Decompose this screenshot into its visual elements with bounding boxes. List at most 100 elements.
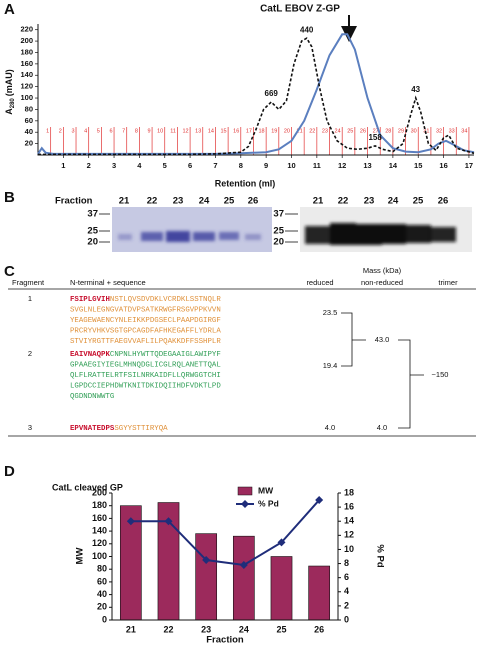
fraction-label: 28	[385, 128, 391, 134]
y-tick-label: 200	[20, 36, 33, 45]
pd-marker	[164, 517, 173, 526]
lane-label: 24	[199, 196, 210, 207]
lane-label: 26	[248, 196, 259, 207]
fraction-label: 4	[84, 128, 87, 134]
lane-label: 23	[364, 196, 375, 207]
lane-label: 22	[338, 196, 349, 207]
x-tick-label: 8	[239, 161, 243, 170]
y-tick-label: 180	[92, 500, 107, 510]
fraction-label: 33	[449, 128, 455, 134]
x-tick-label: 14	[389, 161, 398, 170]
y-tick-label: 160	[20, 59, 33, 68]
fragment-number: 2	[28, 349, 32, 358]
fraction-label: 2	[59, 128, 62, 134]
lane-label: 21	[119, 196, 130, 207]
sequence: CNPNLHYWTTQDEGAAIGLAWIPYF	[110, 351, 221, 359]
y-tick-label: 120	[92, 538, 107, 548]
y2-tick-label: 18	[344, 487, 354, 497]
sequence: SGYYSTTIRYQA	[114, 425, 168, 433]
sequence-line: FSIPLGVIHNSTLQVSDVDKLVCRDKLSSTNQLR	[70, 296, 221, 304]
sequence-line: QGDNDNWWTG	[70, 393, 114, 401]
header: non-reduced	[361, 278, 403, 287]
annotation: 440	[300, 25, 314, 34]
marker-label: 37	[87, 209, 98, 220]
lane-label: 24	[388, 196, 399, 207]
fraction-label: 8	[135, 128, 138, 134]
lane-label: 25	[224, 196, 235, 207]
y-tick-label: 220	[20, 25, 33, 34]
bar	[195, 533, 218, 621]
pd-marker	[315, 496, 324, 505]
fraction-label: 30	[411, 128, 417, 134]
fraction-label: 7	[122, 128, 125, 134]
sequence-line: LGPDCCIEPHDWTKNITDKIDQIIHDFVDKTLPD	[70, 382, 221, 390]
mass-reduced: 19.4	[323, 361, 338, 370]
gel-right-bands	[305, 223, 456, 245]
x-tick-label: 15	[414, 161, 422, 170]
sequence-line: STVIYRGTTFAEGVVAFLILPQAKKDFFSSHPLR	[70, 338, 221, 346]
x-tick-label: 9	[264, 161, 268, 170]
fraction-label: 1	[46, 128, 49, 134]
pd-marker	[277, 538, 286, 547]
gel-fraction-label: Fraction	[55, 196, 93, 207]
lane-label: 23	[173, 196, 184, 207]
sequence: YEAGEWAENCYNLEIKKPDGSECLPAAPDGIRGF	[70, 317, 221, 325]
fraction-label: 16	[233, 128, 239, 134]
fraction-label: 20	[284, 128, 290, 134]
fraction-label: 6	[109, 128, 112, 134]
x-tick-label: 1	[61, 161, 65, 170]
x-tick-label: 12	[338, 161, 346, 170]
x-tick-label: 3	[112, 161, 116, 170]
fraction-label: 25	[347, 128, 353, 134]
y2-tick-label: 4	[344, 586, 349, 596]
bar	[232, 535, 255, 621]
annotation: 43	[411, 85, 420, 94]
y-tick-label: 20	[97, 602, 107, 612]
y-tick-label: 100	[92, 551, 107, 561]
legend-marker	[241, 500, 249, 508]
fraction-label: 14	[208, 128, 214, 134]
sequence: NSTLQVSDVDKLVCRDKLSSTNQLR	[110, 296, 221, 304]
header: reduced	[306, 278, 333, 287]
sequence: GPAAEGIYIEGLMHNQDGLICGLRQLANETTQAL	[70, 361, 221, 369]
y2-tick-label: 12	[344, 530, 354, 540]
x-tick-label: 5	[163, 161, 167, 170]
fraction-label: 29	[398, 128, 404, 134]
n-terminal: EAIVNAQPK	[70, 351, 110, 359]
legend-swatch	[237, 486, 253, 496]
panel-a: A CatL EBOV Z-GP Retention (ml) A280(mAU…	[4, 1, 475, 188]
y-label-unit: (mAU)	[4, 69, 14, 96]
y-axis-label: A280 (mAU)	[4, 69, 15, 115]
panel-c: C Fragment N-terminal + sequence reduced…	[4, 263, 476, 437]
y-tick-label: 200	[92, 487, 107, 497]
y2-tick-label: 16	[344, 501, 354, 511]
lane-label: 26	[438, 196, 449, 207]
sequence-line: EPVNATEDPSSGYYSTTIRYQA	[70, 425, 168, 433]
sequence-line: QLFLRATTELRTFSILNRKAIDFLLQRWGGTCHI	[70, 372, 221, 380]
header: Fragment	[12, 278, 45, 287]
sequence: STVIYRGTTFAEGVVAFLILPQAKKDFFSSHPLR	[70, 338, 221, 346]
mass-nonreduced: 43.0	[375, 335, 390, 344]
panel-label: B	[4, 189, 15, 206]
fraction-label: 12	[182, 128, 188, 134]
sequence-line: SVGLNLEGNGVATDVPSATKRWGFRSGVPPKVVN	[70, 306, 221, 314]
x-tick-label: 24	[239, 624, 249, 634]
lane-label: 25	[413, 196, 424, 207]
y-tick-label: 80	[25, 104, 33, 113]
x-tick-label: 23	[201, 624, 211, 634]
fraction-label: 23	[322, 128, 328, 134]
panel-d: D CatL cleaved GP Fraction MW % Pd 02040…	[4, 463, 385, 646]
sequence-line: GPAAEGIYIEGLMHNQDGLICGLRQLANETTQAL	[70, 361, 221, 369]
y2-tick-label: 10	[344, 544, 354, 554]
pd-marker	[239, 560, 248, 569]
axes	[111, 493, 339, 621]
y-tick-label: 80	[97, 564, 107, 574]
sequence: LGPDCCIEPHDWTKNITDKIDQIIHDFVDKTLPD	[70, 382, 221, 390]
y2-tick-label: 8	[344, 558, 349, 568]
legend-label: MW	[258, 485, 274, 495]
sequence-line: EAIVNAQPKCNPNLHYWTTQDEGAAIGLAWIPYF	[70, 351, 221, 359]
x-tick-label: 22	[163, 624, 173, 634]
y-tick-label: 40	[25, 127, 33, 136]
sequence-line: PRCRYVHKVSGTGPCAGDFAFHKEGAFFLYDRLA	[70, 327, 221, 335]
marker-label: 25	[87, 226, 98, 237]
